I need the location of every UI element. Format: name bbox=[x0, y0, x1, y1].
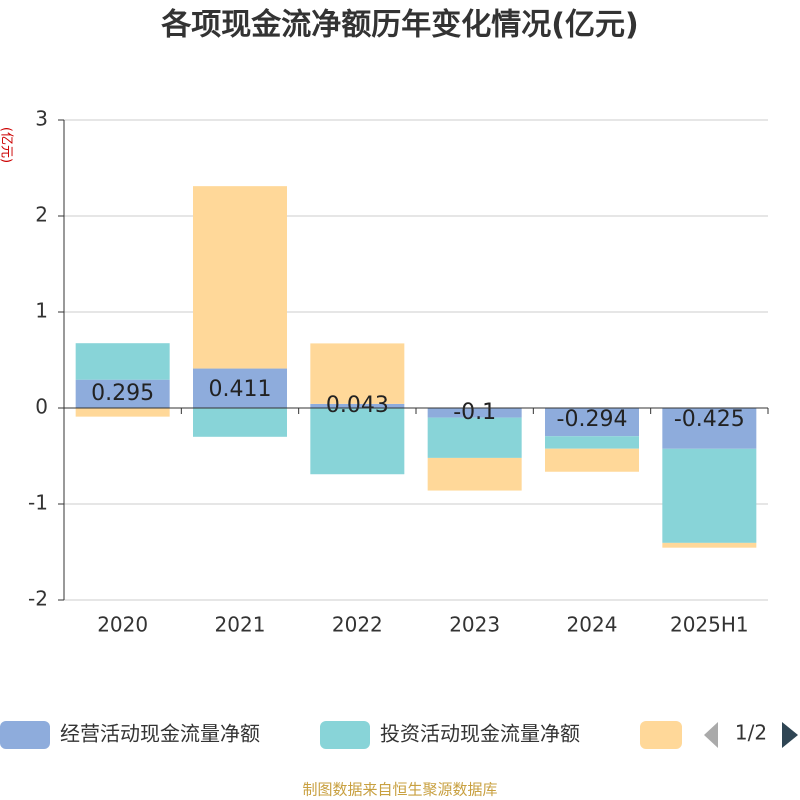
bar bbox=[427, 408, 522, 418]
bar bbox=[545, 408, 639, 437]
data-label: -0.1 bbox=[453, 400, 496, 425]
data-label: 0.043 bbox=[326, 393, 389, 418]
y-axis-label: (亿元) bbox=[0, 127, 14, 163]
bar bbox=[662, 542, 757, 548]
y-tick-label: 1 bbox=[35, 299, 48, 323]
y-tick-label: -1 bbox=[28, 491, 48, 515]
bar bbox=[662, 448, 757, 543]
legend-swatch[interactable] bbox=[320, 721, 370, 749]
bar bbox=[310, 343, 405, 404]
legend-prev[interactable] bbox=[704, 722, 718, 748]
x-tick-label: 2025H1 bbox=[670, 613, 749, 637]
y-tick-label: 3 bbox=[35, 107, 48, 131]
bar bbox=[310, 408, 405, 475]
bar bbox=[193, 408, 287, 437]
legend-swatch[interactable] bbox=[640, 721, 682, 749]
bar bbox=[427, 457, 522, 491]
bar bbox=[662, 408, 757, 449]
legend-page: 1/2 bbox=[735, 721, 767, 745]
y-tick-label: 0 bbox=[35, 395, 48, 419]
chart-title: 各项现金流净额历年变化情况(亿元) bbox=[160, 8, 638, 43]
source: 制图数据来自恒生聚源数据库 bbox=[302, 781, 497, 799]
bar bbox=[545, 448, 639, 472]
x-tick-label: 2023 bbox=[449, 613, 500, 637]
bar bbox=[75, 408, 170, 417]
bar bbox=[75, 379, 170, 408]
data-label: -0.294 bbox=[557, 407, 628, 432]
x-tick-label: 2021 bbox=[215, 613, 266, 637]
legend-next[interactable] bbox=[782, 722, 798, 748]
x-tick-label: 2024 bbox=[567, 613, 618, 637]
data-label: 0.411 bbox=[209, 377, 272, 402]
legend-label[interactable]: 投资活动现金流量净额 bbox=[380, 722, 580, 746]
x-tick-label: 2020 bbox=[97, 613, 148, 637]
bar bbox=[427, 417, 522, 458]
legend-label[interactable]: 经营活动现金流量净额 bbox=[60, 722, 260, 746]
y-tick-label: -2 bbox=[28, 587, 48, 611]
bar bbox=[310, 403, 405, 408]
bar bbox=[545, 436, 639, 449]
bar bbox=[75, 343, 170, 380]
data-label: -0.425 bbox=[674, 407, 745, 432]
x-tick-label: 2022 bbox=[332, 613, 383, 637]
bar bbox=[193, 186, 287, 369]
bar bbox=[193, 368, 287, 408]
data-label: 0.295 bbox=[91, 381, 154, 406]
y-tick-label: 2 bbox=[35, 203, 48, 227]
legend-swatch[interactable] bbox=[0, 721, 50, 749]
